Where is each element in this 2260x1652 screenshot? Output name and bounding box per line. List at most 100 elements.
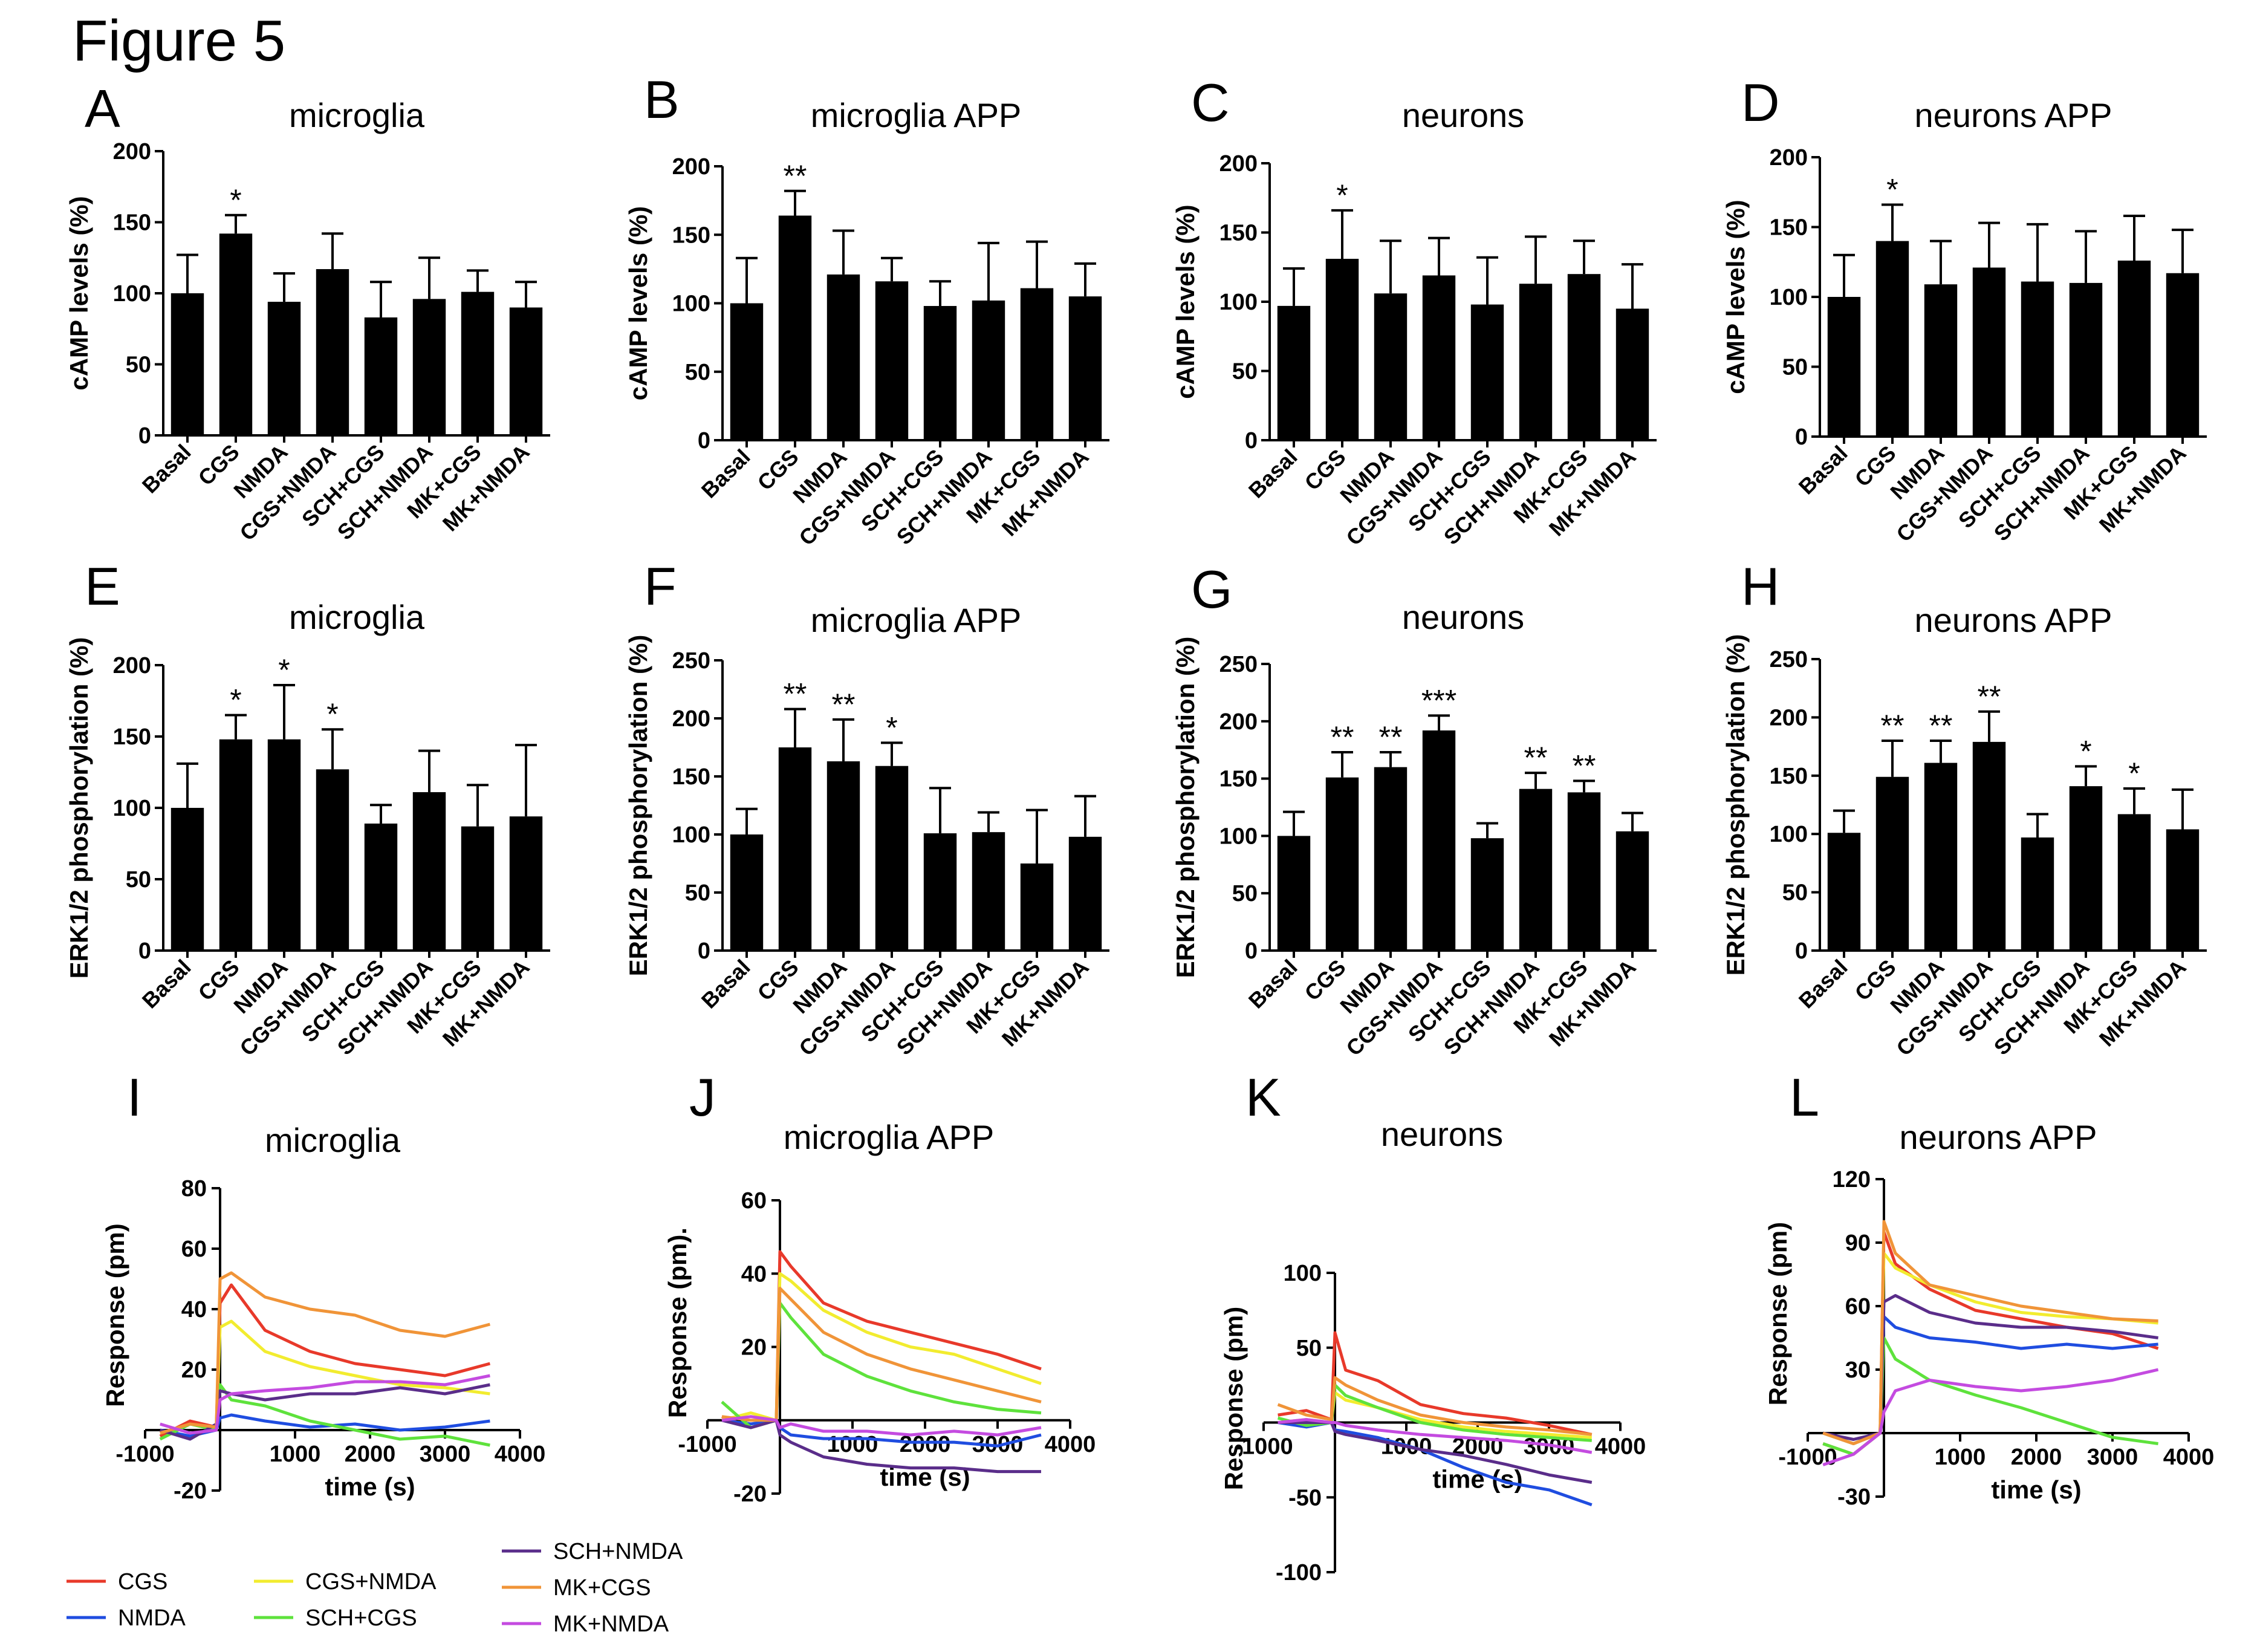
significance-marker: ** bbox=[1573, 749, 1596, 782]
y-tick-label: 50 bbox=[126, 353, 151, 378]
bar bbox=[923, 306, 957, 440]
significance-marker: * bbox=[230, 683, 241, 717]
y-tick-label: 40 bbox=[181, 1297, 207, 1322]
significance-marker: *** bbox=[1421, 683, 1456, 717]
y-tick-label: 0 bbox=[1795, 424, 1808, 450]
significance-marker: * bbox=[886, 711, 897, 744]
y-tick-label: 100 bbox=[1219, 290, 1258, 315]
y-tick-label: 50 bbox=[126, 867, 151, 893]
bar bbox=[1374, 293, 1408, 440]
bar bbox=[461, 826, 495, 951]
y-tick-label: 50 bbox=[1232, 359, 1258, 385]
panel-letter: H bbox=[1741, 556, 1780, 616]
bar bbox=[1972, 741, 2006, 951]
panel-letter: F bbox=[644, 556, 677, 616]
y-axis-label: cAMP levels (%) bbox=[1171, 204, 1200, 398]
panel-letter: J bbox=[689, 1067, 716, 1127]
bar bbox=[1519, 789, 1553, 951]
panel-title: neurons APP bbox=[1915, 601, 2112, 639]
y-tick-label: 250 bbox=[672, 648, 710, 674]
panel-title: neurons APP bbox=[1900, 1118, 2097, 1156]
panel-title: microglia APP bbox=[811, 96, 1022, 134]
y-tick-label: -50 bbox=[1288, 1485, 1322, 1511]
y-tick-label: 40 bbox=[741, 1261, 767, 1287]
y-tick-label: 100 bbox=[672, 822, 710, 848]
y-tick-label: 20 bbox=[181, 1358, 207, 1383]
significance-marker: * bbox=[230, 183, 241, 217]
x-tick-label: 4000 bbox=[495, 1442, 546, 1467]
series-line-mk-plus-cgs bbox=[1277, 1376, 1593, 1436]
y-tick-label: 0 bbox=[1795, 938, 1808, 964]
significance-marker: ** bbox=[784, 159, 807, 193]
x-tick-label: -1000 bbox=[1778, 1445, 1837, 1470]
bar bbox=[2021, 281, 2054, 437]
bar bbox=[1924, 284, 1958, 437]
y-tick-label: 200 bbox=[113, 653, 151, 678]
x-tick-label: 1000 bbox=[827, 1432, 878, 1457]
y-tick-label: 60 bbox=[1845, 1294, 1871, 1319]
y-tick-label: 100 bbox=[1770, 285, 1808, 310]
significance-marker: ** bbox=[832, 688, 856, 721]
y-tick-label: 50 bbox=[1296, 1336, 1322, 1361]
bar bbox=[364, 317, 398, 435]
series-line-cgs-plus-nmda bbox=[160, 1319, 490, 1435]
bar bbox=[2069, 786, 2103, 951]
y-axis-label: cAMP levels (%) bbox=[65, 196, 93, 390]
series-line-cgs bbox=[159, 1283, 491, 1438]
y-tick-label: -20 bbox=[733, 1481, 767, 1507]
y-tick-label: 250 bbox=[1219, 652, 1258, 677]
bar bbox=[1827, 833, 1861, 951]
y-tick-label: 100 bbox=[1770, 822, 1808, 847]
y-tick-label: 0 bbox=[1245, 428, 1258, 454]
y-axis-label: ERK1/2 phosphorylation (%) bbox=[1721, 634, 1750, 976]
y-tick-label: 200 bbox=[672, 706, 710, 732]
bar bbox=[219, 739, 253, 951]
bar bbox=[923, 833, 957, 951]
significance-marker: ** bbox=[1379, 720, 1403, 754]
bar bbox=[1068, 296, 1102, 440]
y-tick-label: -100 bbox=[1276, 1560, 1322, 1585]
panel-letter: G bbox=[1191, 559, 1232, 619]
x-tick-label: 3000 bbox=[420, 1442, 471, 1467]
bar bbox=[1470, 838, 1504, 951]
series-line-mk-plus-nmda bbox=[160, 1374, 490, 1435]
bar bbox=[1277, 305, 1311, 440]
bar bbox=[2166, 273, 2200, 437]
bar bbox=[1422, 275, 1456, 440]
y-tick-label: 0 bbox=[1245, 938, 1258, 964]
significance-marker: * bbox=[2128, 756, 2140, 790]
y-tick-label: 150 bbox=[113, 724, 151, 750]
x-tick-label: 1000 bbox=[270, 1442, 321, 1467]
panel-title: neurons APP bbox=[1915, 96, 2112, 134]
bar bbox=[2117, 260, 2151, 437]
significance-marker: * bbox=[278, 653, 290, 687]
y-tick-label: 150 bbox=[113, 210, 151, 236]
legend-label: SCH+CGS bbox=[305, 1605, 417, 1631]
y-tick-label: 150 bbox=[672, 223, 710, 248]
y-tick-label: 50 bbox=[685, 880, 710, 906]
y-axis-label: Response (pm) bbox=[1764, 1222, 1792, 1405]
y-axis-label: Response (pm) bbox=[101, 1223, 129, 1406]
bar bbox=[1972, 267, 2006, 437]
bar bbox=[2166, 829, 2200, 951]
bar bbox=[1470, 304, 1504, 440]
y-tick-label: 100 bbox=[672, 291, 710, 317]
significance-marker: ** bbox=[784, 677, 807, 711]
panel-title: microglia APP bbox=[811, 601, 1022, 639]
bar bbox=[826, 761, 860, 951]
panel-letter: K bbox=[1245, 1067, 1281, 1127]
bar bbox=[2021, 837, 2054, 951]
y-tick-label: 50 bbox=[1782, 880, 1808, 906]
bar bbox=[509, 307, 543, 435]
panel-title: neurons bbox=[1381, 1115, 1503, 1153]
x-tick-label: 1000 bbox=[1935, 1445, 1986, 1470]
x-tick-label: -1000 bbox=[678, 1432, 736, 1457]
bar bbox=[509, 816, 543, 951]
bar bbox=[1325, 259, 1359, 440]
y-tick-label: 80 bbox=[181, 1176, 207, 1202]
bar bbox=[461, 291, 495, 435]
y-tick-label: 50 bbox=[685, 360, 710, 385]
y-tick-label: 150 bbox=[1219, 767, 1258, 792]
x-tick-label: 4000 bbox=[1595, 1434, 1646, 1460]
